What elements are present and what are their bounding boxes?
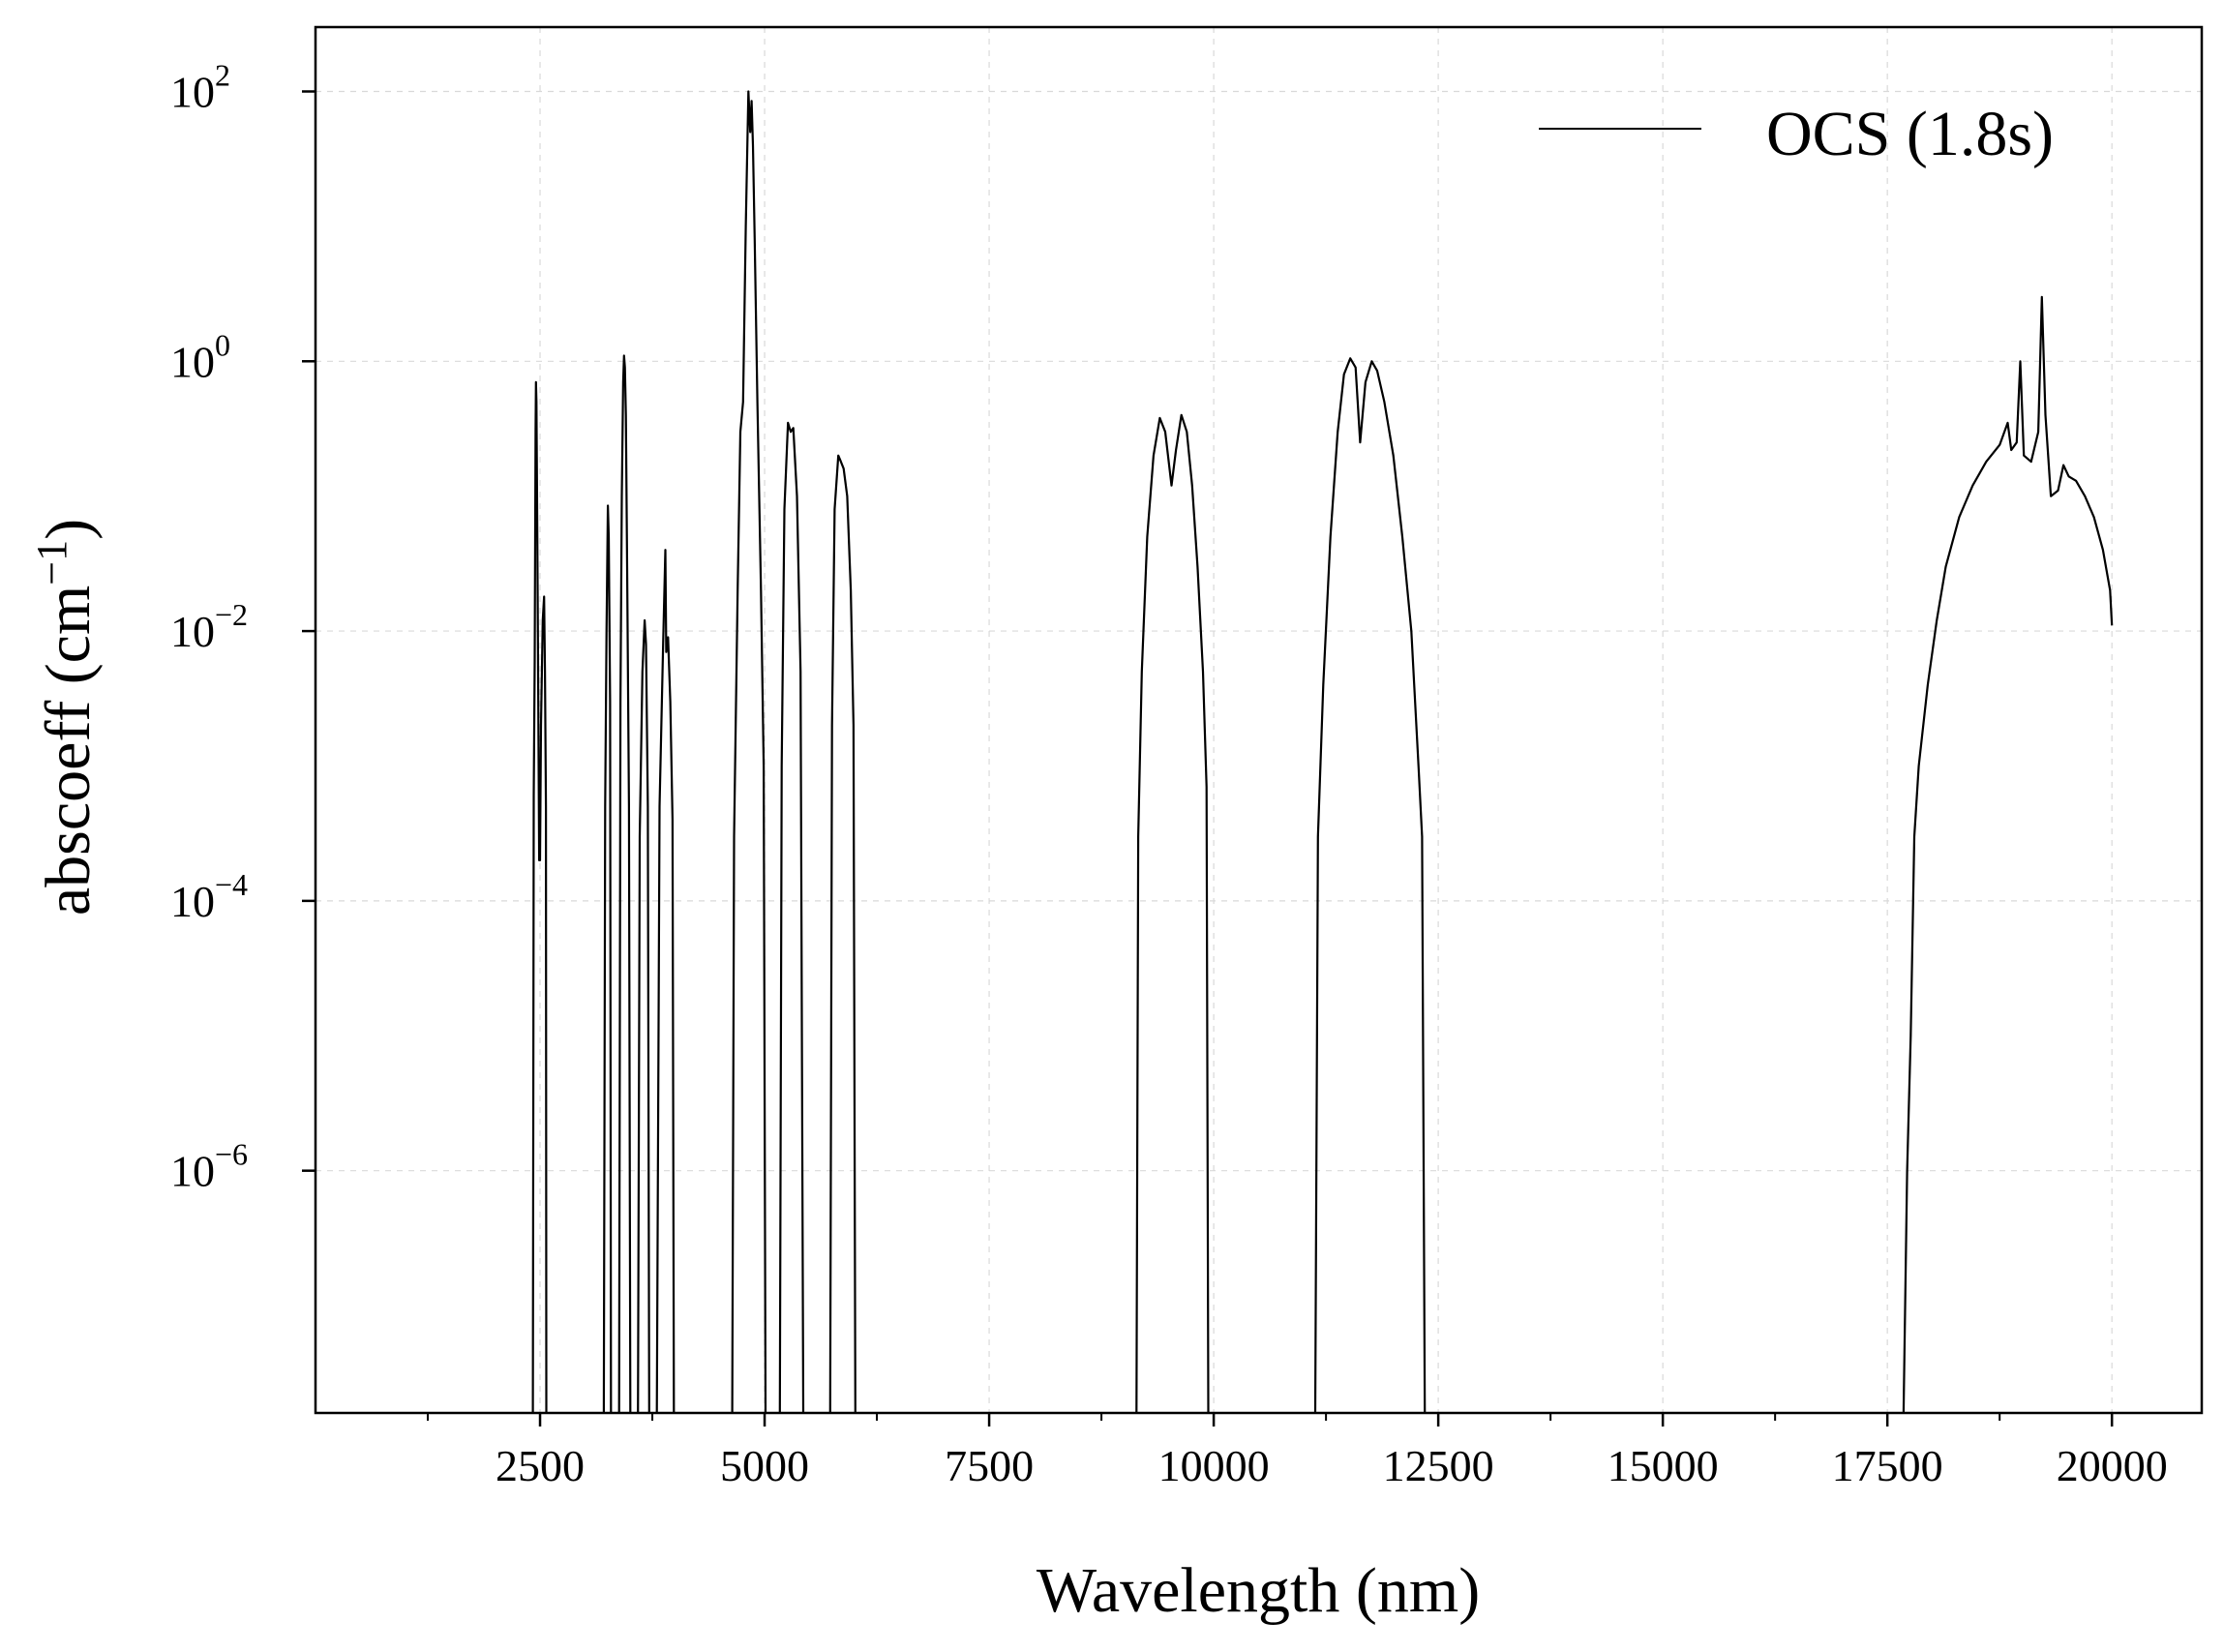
series-line-ocs-band-0 xyxy=(531,380,548,1414)
y-tick-label: 102 xyxy=(170,58,230,117)
y-axis-title: abscoeff (cm−1) xyxy=(28,519,104,916)
y-tick-label-base: 10 xyxy=(170,68,215,117)
x-tick-label: 2500 xyxy=(496,1441,585,1490)
x-axis: 2500 5000 7500 10000 12500 15000 17500 20000 xyxy=(427,1413,2168,1490)
legend-label-ocs: OCS (1.8s) xyxy=(1766,99,2054,169)
series-line-ocs-band-3 xyxy=(637,618,650,1414)
plot-frame xyxy=(314,25,2204,1415)
y-tick-label-exponent: −2 xyxy=(215,597,248,632)
x-tick-label: 10000 xyxy=(1158,1441,1270,1490)
y-tick-label-exponent: −6 xyxy=(215,1137,248,1172)
x-tick-label: 20000 xyxy=(2057,1441,2168,1490)
x-axis-title: Wavelength (nm) xyxy=(1037,1555,1480,1626)
y-tick-label-exponent: 0 xyxy=(215,327,230,362)
x-tick-label: 12500 xyxy=(1383,1441,1494,1490)
x-tick-label: 5000 xyxy=(720,1441,809,1490)
series-line-ocs-band-6 xyxy=(778,421,805,1414)
legend: OCS (1.8s) xyxy=(1539,99,2054,169)
y-axis-title-close: ) xyxy=(33,519,104,540)
series-line-ocs-band-5 xyxy=(731,90,767,1414)
x-tick-label: 17500 xyxy=(1832,1441,1943,1490)
y-tick-label-base: 10 xyxy=(170,1147,215,1196)
x-tick-label: 7500 xyxy=(945,1441,1034,1490)
series-line-ocs-band-7 xyxy=(828,454,857,1414)
series-line-ocs-band-1 xyxy=(602,504,613,1414)
y-axis-title-text: abscoeff (cm xyxy=(33,586,104,916)
y-tick-label-base: 10 xyxy=(170,337,215,386)
y-tick-label-base: 10 xyxy=(170,607,215,656)
y-tick-label: 100 xyxy=(170,327,230,386)
series-line-ocs-band-9 xyxy=(1313,357,1427,1414)
series-line-ocs-band-4 xyxy=(655,549,676,1414)
series-line-ocs-band-8 xyxy=(1135,413,1210,1414)
y-tick-label-base: 10 xyxy=(170,877,215,926)
y-axis-title-exponent: −1 xyxy=(28,540,75,586)
y-tick-label-exponent: −4 xyxy=(215,867,248,902)
y-tick-label: 10−2 xyxy=(170,597,248,656)
y-tick-label-exponent: 2 xyxy=(215,58,230,93)
series-line-ocs-band-10 xyxy=(1902,295,2114,1414)
x-tick-label: 15000 xyxy=(1608,1441,1719,1490)
plot-area xyxy=(531,90,2114,1414)
series-line-ocs-band-2 xyxy=(617,354,632,1414)
y-tick-label: 10−4 xyxy=(170,867,248,926)
y-tick-label: 10−6 xyxy=(170,1137,248,1196)
grid xyxy=(316,27,2202,1413)
